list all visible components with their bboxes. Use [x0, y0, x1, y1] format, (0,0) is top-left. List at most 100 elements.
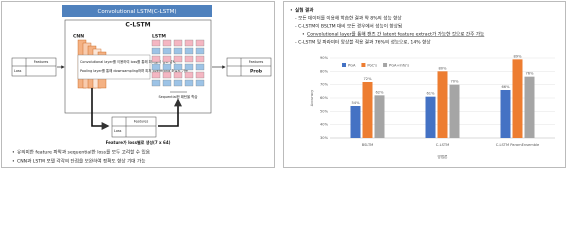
- cnn-label: CNN: [73, 34, 84, 40]
- value-label: 66%: [502, 85, 511, 89]
- bullet-mark: •: [12, 160, 15, 165]
- bullet: 유의미한 feature 파악과 sequential한 loss를 모두 고려…: [17, 149, 150, 156]
- feature-caption: Feature가 loss별로 생성(7 x 64): [106, 139, 171, 145]
- title-banner: [62, 5, 212, 17]
- sub-item: Convolutional layer를 통해 캔즈 간 latent feat…: [307, 31, 484, 38]
- bar: [362, 82, 373, 138]
- arrow: [91, 88, 110, 130]
- value-label: 70%: [451, 80, 460, 84]
- item: - 모든 데이터를 이용해 학습한 결과 약 8%의 성능 향상: [295, 15, 402, 22]
- lstm-cell: [162, 79, 172, 87]
- legend-label: PGA: [348, 63, 356, 67]
- output-table: [226, 57, 272, 77]
- bar: [350, 106, 361, 138]
- lstm-cell: [162, 47, 172, 55]
- lstm-cell: [195, 79, 205, 87]
- cnn-note: Convolutional layer를 이용하여 loss를 통해 피처들의 …: [80, 59, 176, 64]
- model-label: C-LSTM: [125, 22, 150, 29]
- left-title: Convolutional LSTM(C-LSTM): [98, 9, 177, 15]
- bar: [425, 96, 436, 138]
- bullet: CNN과 LSTM 모델 각각의 단점을 보완하여 정확도 향상 기대 가능: [17, 158, 145, 165]
- lstm-cell: [151, 71, 161, 79]
- lstm-cell: [151, 47, 161, 55]
- lstm-cell: [195, 71, 205, 79]
- bullet-mark: •: [302, 33, 305, 38]
- cnn-note-box: [77, 54, 151, 80]
- output-row: Prob: [250, 69, 263, 75]
- bullet-mark: •: [12, 151, 15, 156]
- lstm-cell: [162, 63, 172, 71]
- value-label: 89%: [514, 54, 523, 58]
- x-tick-label: C-LSTM ParamEnsemble: [496, 143, 540, 147]
- lstm-cell: [173, 55, 183, 63]
- input-row: Loss: [14, 69, 22, 73]
- lstm-cell: [184, 63, 194, 71]
- y-axis-label: Accuracy: [310, 89, 314, 106]
- bullet-mark: •: [290, 9, 293, 14]
- lstm-cell: [195, 47, 205, 55]
- value-label: 61%: [427, 92, 436, 96]
- y-tick-label: 30%: [320, 136, 329, 140]
- lstm-cell: [195, 63, 205, 71]
- lstm-cell: [184, 39, 194, 47]
- lstm-cell: [162, 71, 172, 79]
- item: - C-LSTM 및 파라미터 앙상블 적용 결과 76%의 성능으로, 14%…: [295, 39, 431, 46]
- lstm-cells: [151, 39, 205, 87]
- y-tick-label: 70%: [320, 83, 329, 87]
- legend-swatch: [383, 63, 388, 67]
- feature-header: Features: [134, 120, 149, 124]
- legend-label: PoC's: [367, 63, 377, 67]
- heading: 실험 결과: [295, 7, 314, 14]
- y-tick-label: 40%: [320, 123, 329, 127]
- bar: [437, 71, 448, 138]
- cnn-note: Pooling layer를 통해 downsampling하며 피처 over…: [80, 68, 188, 73]
- input-table: [11, 57, 57, 77]
- x-tick-label: BSLTM: [362, 143, 374, 147]
- input-header: Features: [34, 60, 49, 64]
- chart: 30% 40% 50% 60% 70% 80% 90% Accuracy 방법론 BSLTM 54%…: [310, 54, 555, 159]
- lstm-cell: [162, 55, 172, 63]
- legend-swatch: [361, 63, 366, 67]
- lstm-cell: [173, 79, 183, 87]
- legend-label: PGA+Info's: [389, 63, 409, 67]
- bar: [449, 84, 460, 138]
- bar: [512, 59, 523, 139]
- lstm-cell: [151, 63, 161, 71]
- lstm-cell: [173, 47, 183, 55]
- legend-swatch: [342, 63, 346, 67]
- lstm-cell: [173, 71, 183, 79]
- lstm-cell: [184, 55, 194, 63]
- lstm-cell: [195, 55, 205, 63]
- lstm-label: LSTM: [152, 34, 166, 40]
- x-tick-label: C-LSTM: [436, 143, 449, 147]
- item: - C-LSTM이 BSLTM 대비 모든 경우에서 성능이 향상됨: [295, 23, 402, 30]
- lstm-cell: [151, 79, 161, 87]
- bar: [524, 76, 535, 138]
- page: Convolutional LSTM(C-LSTM) C-LSTM CNN LS…: [0, 0, 568, 169]
- bar: [500, 90, 511, 138]
- lstm-cell: [184, 79, 194, 87]
- lstm-cell: [151, 39, 161, 47]
- y-tick-label: 90%: [320, 56, 329, 60]
- value-label: 54%: [352, 101, 361, 105]
- lstm-note: Sequential한 패턴을 학습: [159, 94, 198, 99]
- value-label: 80%: [439, 66, 448, 70]
- screenshot: Convolutional LSTM(C-LSTM) C-LSTM CNN LS…: [1, 1, 566, 168]
- y-tick-label: 80%: [320, 69, 329, 73]
- bar: [374, 95, 385, 138]
- feature-table: [111, 116, 157, 138]
- lstm-cell: [162, 39, 172, 47]
- value-label: 72%: [364, 77, 373, 81]
- lstm-cell: [173, 39, 183, 47]
- y-tick-label: 60%: [320, 96, 329, 100]
- lstm-cell: [173, 63, 183, 71]
- x-axis-label: 방법론: [438, 154, 449, 159]
- lstm-cell: [195, 39, 205, 47]
- lstm-cell: [184, 47, 194, 55]
- value-label: 76%: [526, 72, 535, 76]
- lstm-cell: [151, 55, 161, 63]
- feature-row: Loss: [114, 129, 122, 133]
- y-tick-label: 50%: [320, 109, 329, 113]
- lstm-cell: [184, 71, 194, 79]
- arrow: [158, 98, 182, 127]
